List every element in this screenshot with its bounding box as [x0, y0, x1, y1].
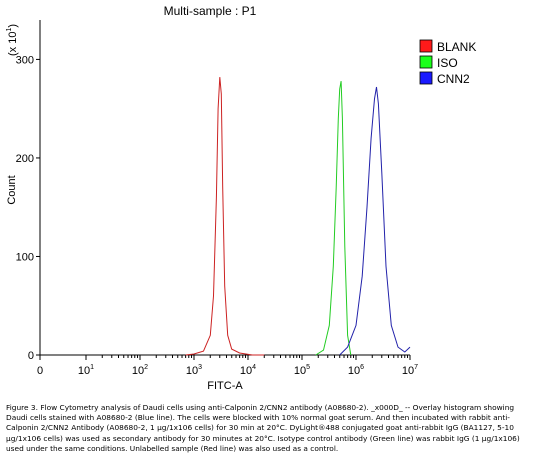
legend-swatch-blank: [419, 39, 433, 53]
x-tick-label: 104: [240, 364, 256, 377]
x-axis-ticks: 0 101 102 103 104 105 106 107: [37, 355, 418, 377]
series-layer: [185, 77, 411, 356]
series-line-iso: [315, 81, 352, 356]
legend-label-iso: ISO: [437, 56, 458, 70]
legend-label-cnn2: CNN2: [437, 72, 470, 86]
x-tick-label: 105: [294, 364, 310, 377]
legend-swatch-iso: [419, 55, 433, 69]
series-line-blank: [185, 77, 265, 356]
legend: BLANK ISO CNN2: [419, 39, 476, 86]
x-tick-label: 0: [37, 365, 43, 377]
x-tick-label: 106: [348, 364, 364, 377]
flow-cytometry-histogram: Multi-sample : P1 (x 101) Count FITC-A 0…: [6, 4, 476, 392]
y-axis-label: Count: [6, 175, 18, 204]
x-tick-label: 107: [402, 364, 418, 377]
x-tick-label: 101: [78, 364, 94, 377]
y-multiplier-label: (x 101): [6, 24, 19, 56]
y-tick-label: 300: [16, 54, 34, 66]
y-tick-label: 100: [16, 251, 34, 263]
y-tick-label: 0: [28, 350, 34, 362]
series-line-cnn2: [339, 86, 411, 356]
caption-text: Figure 3. Flow Cytometry analysis of Dau…: [6, 403, 520, 453]
legend-label-blank: BLANK: [437, 40, 476, 54]
y-tick-label: 200: [16, 153, 34, 165]
chart-title: Multi-sample : P1: [164, 4, 257, 18]
x-tick-label: 102: [132, 364, 148, 377]
x-tick-label: 103: [186, 364, 202, 377]
figure-caption: Figure 3. Flow Cytometry analysis of Dau…: [6, 403, 530, 454]
y-axis-ticks: 0 100 200 300: [16, 54, 40, 362]
legend-swatch-cnn2: [419, 71, 433, 85]
x-axis-label: FITC-A: [207, 380, 243, 392]
